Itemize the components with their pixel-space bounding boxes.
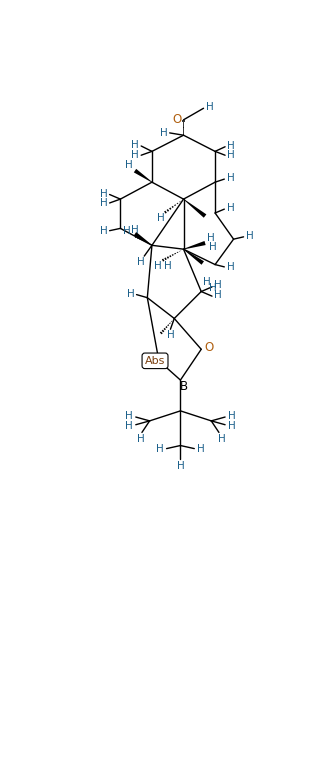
Text: H: H bbox=[160, 128, 167, 138]
Text: O: O bbox=[204, 341, 214, 354]
Text: H: H bbox=[214, 290, 222, 300]
Polygon shape bbox=[183, 199, 206, 218]
Text: H: H bbox=[131, 140, 139, 150]
Text: O: O bbox=[173, 113, 182, 126]
Text: H: H bbox=[100, 227, 107, 237]
Text: H: H bbox=[100, 189, 107, 199]
Text: Abs: Abs bbox=[145, 356, 165, 366]
Text: H: H bbox=[164, 261, 172, 271]
Text: H: H bbox=[166, 330, 174, 340]
Polygon shape bbox=[134, 169, 152, 183]
Text: H: H bbox=[131, 225, 139, 235]
Text: H: H bbox=[125, 411, 133, 422]
Text: H: H bbox=[214, 280, 222, 291]
Text: H: H bbox=[156, 444, 163, 454]
Text: H: H bbox=[228, 421, 236, 431]
Text: H: H bbox=[137, 257, 145, 267]
Text: H: H bbox=[125, 421, 133, 431]
Text: H: H bbox=[206, 102, 214, 112]
Text: H: H bbox=[131, 150, 139, 161]
Polygon shape bbox=[183, 249, 204, 265]
Text: H: H bbox=[228, 411, 236, 422]
Text: H: H bbox=[125, 161, 133, 170]
Text: H: H bbox=[218, 435, 226, 444]
Text: H: H bbox=[197, 444, 205, 454]
Text: B: B bbox=[180, 380, 188, 393]
Text: H: H bbox=[227, 150, 235, 161]
Text: H: H bbox=[126, 289, 134, 299]
Text: H: H bbox=[246, 231, 254, 241]
Text: H: H bbox=[209, 283, 217, 294]
Text: H: H bbox=[227, 174, 234, 183]
Text: H: H bbox=[203, 277, 210, 288]
Text: H: H bbox=[227, 203, 234, 213]
Polygon shape bbox=[184, 241, 206, 250]
Text: H: H bbox=[100, 198, 107, 208]
Text: H: H bbox=[227, 262, 234, 272]
Text: H: H bbox=[157, 213, 164, 224]
Text: H: H bbox=[177, 460, 184, 470]
Text: H: H bbox=[227, 141, 235, 151]
Text: H: H bbox=[136, 435, 144, 444]
Text: H: H bbox=[154, 261, 162, 271]
Text: H: H bbox=[123, 227, 131, 237]
Polygon shape bbox=[134, 232, 152, 246]
Text: H: H bbox=[206, 234, 214, 244]
Text: H: H bbox=[209, 242, 217, 252]
